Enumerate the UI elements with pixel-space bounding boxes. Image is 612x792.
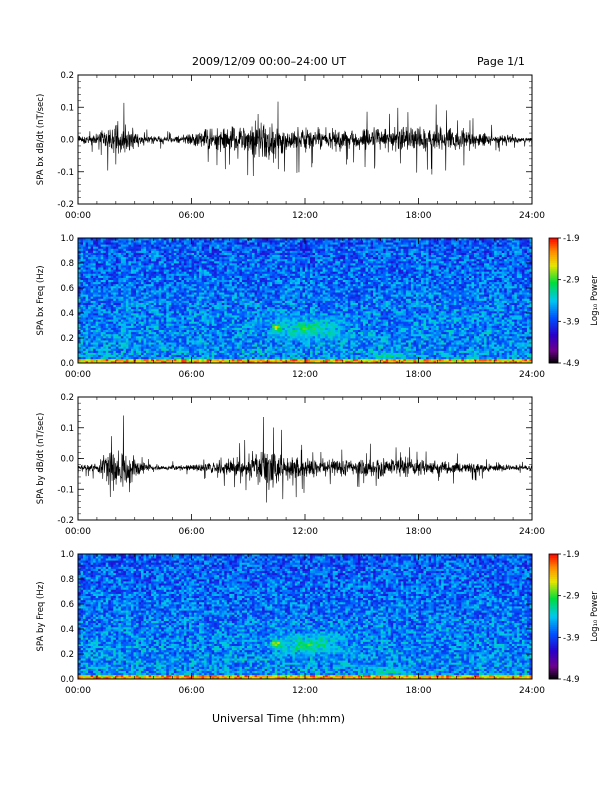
x-tick-label: 24:00	[519, 370, 545, 380]
y-tick-label: 0.0	[60, 455, 74, 465]
colorbar-tick-label: -1.9	[563, 234, 580, 244]
x-tick-label: 00:00	[65, 370, 91, 380]
y-tick-label: 0.6	[60, 600, 74, 610]
x-tick-label: 18:00	[406, 211, 432, 221]
y-tick-label: 0.6	[60, 284, 74, 294]
figure-title: 2009/12/09 00:00–24:00 UT	[192, 55, 346, 68]
y-tick-label: 1.0	[60, 550, 74, 560]
colorbar-tick-label: -2.9	[563, 276, 580, 286]
x-tick-label: 18:00	[406, 527, 432, 537]
y-tick-label: 0.0	[60, 136, 74, 146]
y-axis-0: -0.2 -0.1 0.0 0.1 0.2 SPA bx dB/dt (nT/sec)	[36, 71, 532, 210]
colorbar-tick-label: -1.9	[563, 550, 580, 560]
y-axis-title: SPA by Freq (Hz)	[36, 581, 46, 651]
x-tick-label: 12:00	[292, 686, 318, 696]
spectrogram-heatmap	[78, 554, 533, 680]
x-tick-label: 06:00	[179, 370, 205, 380]
colorbar-tick-label: -4.9	[563, 359, 580, 369]
y-tick-label: 0.8	[60, 259, 74, 269]
colorbar: -1.9 -2.9 -3.9 -4.9 Log₁₀ Power	[548, 234, 600, 369]
y-tick-label: 0.2	[60, 71, 74, 81]
y-tick-label: -0.2	[57, 200, 74, 210]
x-tick-label: 24:00	[519, 211, 545, 221]
y-tick-label: 1.0	[60, 234, 74, 244]
y-tick-label: -0.2	[57, 516, 74, 526]
colorbar-tick-label: -4.9	[563, 675, 580, 685]
colorbar-tick-label: -3.9	[563, 633, 580, 643]
colorbar-title: Log₁₀ Power	[590, 275, 600, 326]
y-tick-label: 0.0	[60, 359, 74, 369]
y-axis-title: SPA bx Freq (Hz)	[36, 265, 46, 335]
x-tick-label: 12:00	[292, 527, 318, 537]
y-axis-title: SPA by dB/dt (nT/sec)	[36, 413, 46, 505]
colorbar: -1.9 -2.9 -3.9 -4.9 Log₁₀ Power	[548, 550, 600, 685]
y-tick-label: 0.2	[60, 334, 74, 344]
series-line	[77, 101, 533, 177]
plot-background	[78, 397, 532, 520]
y-axis-1: 0.0 0.2 0.4 0.6 0.8 1.0 SPA bx Freq (Hz)	[36, 234, 532, 369]
y-tick-label: 0.4	[60, 309, 74, 319]
y-tick-label: -0.1	[57, 168, 74, 178]
x-axis-title: Universal Time (hh:mm)	[212, 712, 345, 725]
x-tick-label: 18:00	[406, 686, 432, 696]
x-axis-3: 00:00 06:00 12:00 18:00 24:00	[65, 554, 545, 696]
x-axis-2: 00:00 06:00 12:00 18:00 24:00	[65, 397, 545, 537]
series-line	[77, 415, 533, 503]
y-tick-label: 0.1	[60, 103, 74, 113]
page-indicator: Page 1/1	[477, 55, 525, 68]
y-tick-label: 0.8	[60, 575, 74, 585]
x-tick-label: 12:00	[292, 211, 318, 221]
x-tick-label: 12:00	[292, 370, 318, 380]
y-axis-title: SPA bx dB/dt (nT/sec)	[36, 94, 46, 186]
y-tick-label: 0.2	[60, 393, 74, 403]
y-axis-3: 0.0 0.2 0.4 0.6 0.8 1.0 SPA by Freq (Hz)	[36, 550, 532, 685]
colorbar-title: Log₁₀ Power	[590, 591, 600, 642]
y-tick-label: 0.2	[60, 650, 74, 660]
colorbar-tick-label: -2.9	[563, 592, 580, 602]
x-tick-label: 00:00	[65, 211, 91, 221]
x-tick-label: 00:00	[65, 686, 91, 696]
colorbar-tick-label: -3.9	[563, 317, 580, 327]
x-tick-label: 24:00	[519, 527, 545, 537]
x-tick-label: 24:00	[519, 686, 545, 696]
y-axis-2: -0.2 -0.1 0.0 0.1 0.2 SPA by dB/dt (nT/sec)	[36, 393, 532, 526]
colorbar-frame	[548, 553, 559, 680]
y-tick-label: 0.0	[60, 675, 74, 685]
y-tick-label: 0.4	[60, 625, 74, 635]
x-tick-label: 06:00	[179, 211, 205, 221]
y-tick-label: -0.1	[57, 485, 74, 495]
x-tick-label: 18:00	[406, 370, 432, 380]
spectrogram-heatmap	[78, 238, 533, 364]
x-tick-label: 00:00	[65, 527, 91, 537]
colorbar-frame	[548, 237, 559, 364]
x-tick-label: 06:00	[179, 686, 205, 696]
x-tick-label: 06:00	[179, 527, 205, 537]
y-tick-label: 0.1	[60, 424, 74, 434]
x-axis-1: 00:00 06:00 12:00 18:00 24:00	[65, 238, 545, 380]
x-axis-0: 00:00 06:00 12:00 18:00 24:00	[65, 75, 545, 221]
